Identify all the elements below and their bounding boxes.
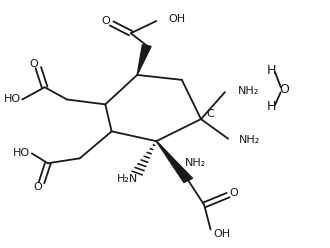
Text: H₂N: H₂N — [117, 174, 138, 184]
Polygon shape — [156, 141, 193, 183]
Text: O: O — [33, 182, 42, 191]
Text: O: O — [102, 16, 110, 26]
Text: HO: HO — [4, 94, 21, 104]
Text: OH: OH — [168, 14, 185, 24]
Polygon shape — [137, 45, 151, 75]
Text: H: H — [267, 63, 276, 77]
Text: H: H — [267, 100, 276, 113]
Text: O: O — [229, 188, 238, 198]
Text: NH₂: NH₂ — [185, 158, 206, 168]
Text: HO: HO — [13, 148, 30, 158]
Text: NH₂: NH₂ — [239, 135, 260, 145]
Text: NH₂: NH₂ — [238, 86, 259, 96]
Text: O: O — [29, 60, 38, 69]
Text: C: C — [207, 109, 215, 119]
Text: OH: OH — [214, 229, 231, 239]
Text: O: O — [279, 83, 289, 96]
